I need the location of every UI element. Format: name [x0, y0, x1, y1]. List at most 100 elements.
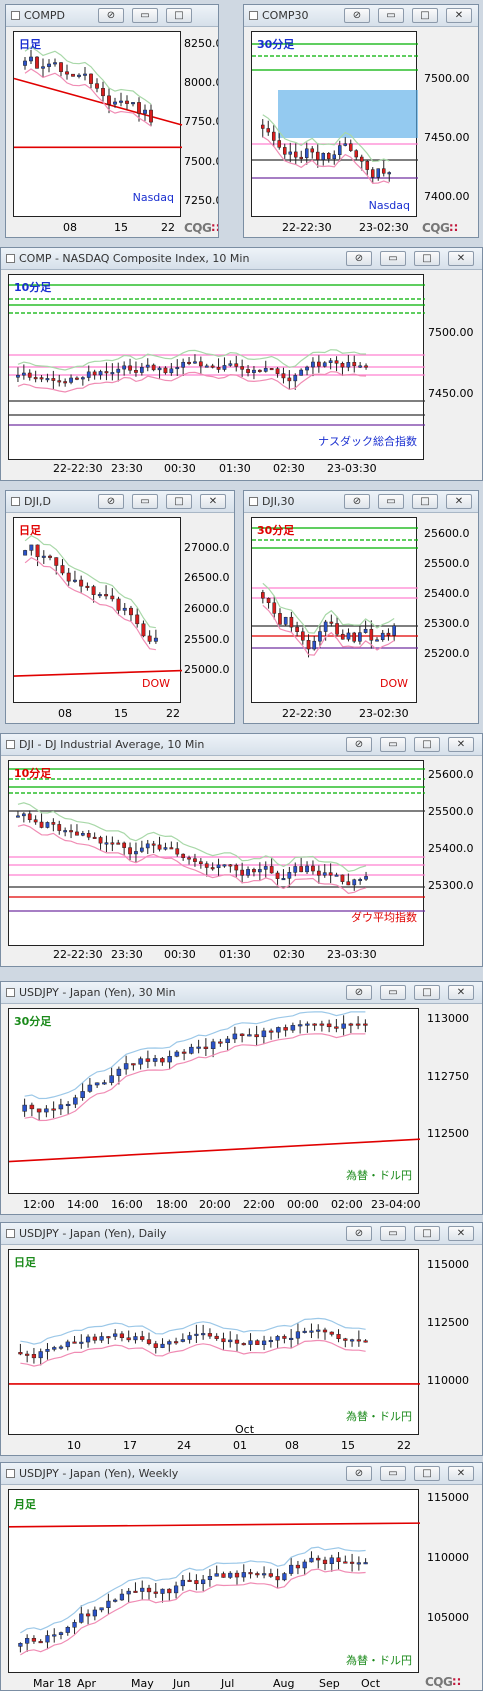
maximize-button[interactable]: □: [414, 985, 440, 1000]
link-button[interactable]: ⊘: [346, 1466, 372, 1481]
x-tick: 18:00: [156, 1198, 188, 1211]
minimize-button[interactable]: ▭: [380, 985, 406, 1000]
window-dji-10min[interactable]: DJI - DJ Industrial Average, 10 Min ⊘ ▭ □ ✕…: [0, 733, 483, 967]
chart-area[interactable]: 10分足 ナスダック総合指数: [8, 274, 425, 460]
candle-body: [143, 109, 147, 114]
window-icon: [6, 740, 15, 749]
candle-body: [309, 1330, 314, 1333]
minimize-button[interactable]: ▭: [380, 737, 406, 752]
close-button[interactable]: ✕: [448, 1466, 474, 1481]
window-dji-daily[interactable]: DJI,D ⊘ ▭ □ ✕ 日足 DOW 27000.0 26500.0 26000.0 25…: [5, 490, 235, 724]
candle-body: [375, 639, 379, 642]
title-bar[interactable]: DJI,30 ⊘ ▭ □ ✕: [244, 491, 478, 513]
minimize-button[interactable]: ▭: [132, 8, 158, 23]
minimize-button[interactable]: ▭: [378, 8, 404, 23]
maximize-button[interactable]: □: [414, 1466, 440, 1481]
candle-body: [348, 143, 353, 151]
chart-area[interactable]: 日足 Nasdaq: [13, 31, 183, 217]
window-compd-daily[interactable]: COMPD ⊘ ▭ □ 日足 Nasdaq 8250.00 8000.00 7750.00…: [5, 4, 219, 238]
title-bar[interactable]: DJI,D ⊘ ▭ □ ✕: [6, 491, 234, 513]
x-tick: 02:00: [331, 1198, 363, 1211]
x-tick: 00:00: [287, 1198, 319, 1211]
minimize-button[interactable]: ▭: [132, 494, 158, 509]
price-chart: [252, 43, 418, 185]
y-tick: 110000: [427, 1551, 469, 1564]
chart-area[interactable]: 10分足 ダウ平均指数: [8, 760, 425, 946]
close-button[interactable]: ✕: [448, 251, 474, 266]
maximize-button[interactable]: □: [414, 1226, 440, 1241]
candle-body: [113, 1333, 118, 1337]
maximize-button[interactable]: □: [412, 8, 438, 23]
candle-body: [329, 1557, 334, 1565]
candle-body: [352, 362, 357, 367]
link-button[interactable]: ⊘: [346, 737, 372, 752]
candle-body: [289, 616, 294, 628]
link-button[interactable]: ⊘: [344, 494, 370, 509]
chart-area[interactable]: 日足 DOW: [13, 517, 183, 703]
window-usdjpy-30min[interactable]: USDJPY - Japan (Yen), 30 Min ⊘ ▭ □ ✕ 30分足 為替…: [0, 981, 483, 1215]
candle-body: [263, 368, 268, 372]
minimize-button[interactable]: ▭: [378, 494, 404, 509]
candle-body: [92, 1609, 97, 1617]
candle-body: [346, 362, 351, 368]
link-button[interactable]: ⊘: [346, 1226, 372, 1241]
candle-body: [302, 1330, 307, 1333]
close-button[interactable]: ✕: [446, 8, 472, 23]
link-button[interactable]: ⊘: [98, 494, 124, 509]
chart-area[interactable]: 30分足 Nasdaq: [251, 31, 418, 217]
link-button[interactable]: ⊘: [346, 251, 372, 266]
chart-area[interactable]: 月足 為替・ドル円: [8, 1489, 421, 1673]
candle-body: [72, 1622, 77, 1628]
window-comp-10min[interactable]: COMP - NASDAQ Composite Index, 10 Min ⊘ ▭…: [0, 247, 483, 481]
title-bar[interactable]: COMP - NASDAQ Composite Index, 10 Min ⊘ ▭…: [1, 248, 482, 270]
minimize-button[interactable]: ▭: [380, 251, 406, 266]
maximize-button[interactable]: □: [166, 494, 192, 509]
maximize-button[interactable]: □: [414, 737, 440, 752]
candle-body: [268, 1340, 273, 1343]
candle-body: [392, 625, 396, 636]
title-bar[interactable]: COMPD ⊘ ▭ □: [6, 5, 218, 27]
candle-body: [355, 1023, 361, 1026]
title-bar[interactable]: COMP30 ⊘ ▭ □ ✕: [244, 5, 478, 27]
candle-body: [240, 366, 245, 370]
candle-body: [309, 1557, 314, 1563]
window-comp30[interactable]: COMP30 ⊘ ▭ □ ✕ 30分足 Nasdaq 7500.00 7450.00 740…: [243, 4, 479, 238]
close-button[interactable]: ✕: [200, 494, 226, 509]
link-button[interactable]: ⊘: [98, 8, 124, 23]
title-bar[interactable]: USDJPY - Japan (Yen), 30 Min ⊘ ▭ □ ✕: [1, 982, 482, 1004]
chart-area[interactable]: 30分足 為替・ドル円: [8, 1008, 421, 1194]
title-bar[interactable]: USDJPY - Japan (Yen), Daily ⊘ ▭ □ ✕: [1, 1223, 482, 1245]
window-usdjpy-daily[interactable]: USDJPY - Japan (Yen), Daily ⊘ ▭ □ ✕ 日足 為替・ドル…: [0, 1222, 483, 1456]
x-tick: 12:00: [23, 1198, 55, 1211]
link-button[interactable]: ⊘: [344, 8, 370, 23]
title-bar[interactable]: USDJPY - Japan (Yen), Weekly ⊘ ▭ □ ✕: [1, 1463, 482, 1485]
candle-body: [268, 1030, 274, 1033]
candle-body: [133, 1590, 138, 1593]
window-usdjpy-weekly[interactable]: USDJPY - Japan (Yen), Weekly ⊘ ▭ □ ✕ 月足 為替・ド…: [0, 1462, 483, 1691]
maximize-button[interactable]: □: [412, 494, 438, 509]
maximize-button[interactable]: □: [414, 251, 440, 266]
title-bar[interactable]: DJI - DJ Industrial Average, 10 Min ⊘ ▭ □ ✕: [1, 734, 482, 756]
close-button[interactable]: ✕: [448, 985, 474, 1000]
candle-body: [263, 866, 268, 870]
candle-body: [334, 1026, 339, 1029]
candle-body: [337, 145, 342, 155]
close-button[interactable]: ✕: [448, 1226, 474, 1241]
close-button[interactable]: ✕: [446, 494, 472, 509]
chart-area[interactable]: 日足 為替・ドル円 Oct: [8, 1249, 420, 1436]
candle-body: [65, 1103, 71, 1106]
candle-body: [29, 544, 34, 551]
y-tick: 25400.0: [424, 587, 470, 600]
candle-body: [119, 1593, 125, 1601]
link-button[interactable]: ⊘: [346, 985, 372, 1000]
chart-area[interactable]: 30分足 DOW: [251, 517, 418, 703]
maximize-button[interactable]: □: [166, 8, 192, 23]
x-tick: 15: [114, 707, 128, 720]
candle-body: [257, 869, 262, 873]
candle-body: [58, 1632, 64, 1635]
minimize-button[interactable]: ▭: [380, 1226, 406, 1241]
window-dji-30[interactable]: DJI,30 ⊘ ▭ □ ✕ 30分足 DOW 25600.0 25500.0 25400.…: [243, 490, 479, 724]
close-button[interactable]: ✕: [448, 737, 474, 752]
candle-body: [152, 1058, 158, 1062]
minimize-button[interactable]: ▭: [380, 1466, 406, 1481]
